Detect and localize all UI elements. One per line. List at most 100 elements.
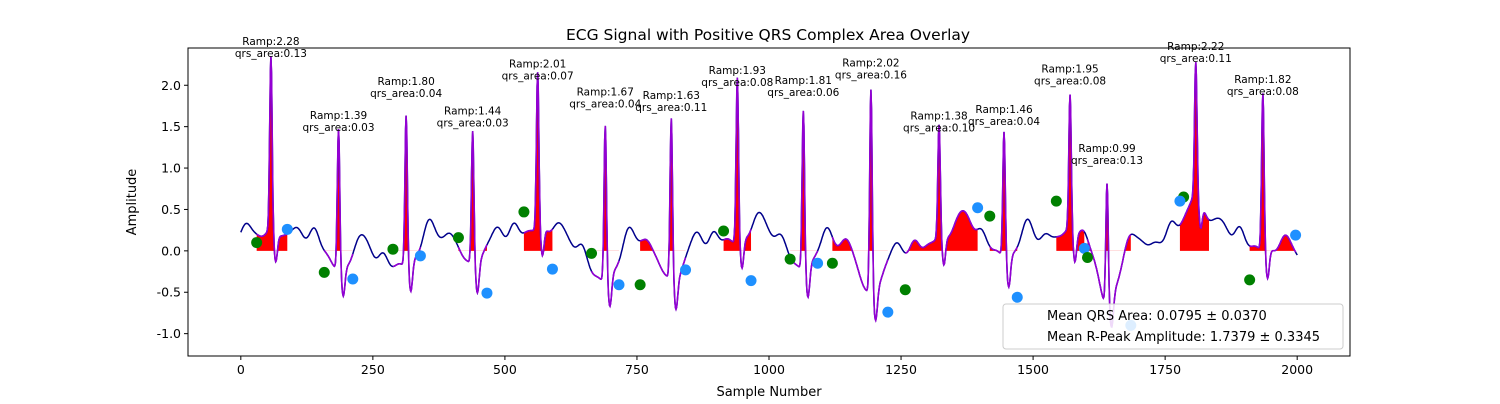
y-axis: -1.0 -0.5 0.0 0.5 1.0 1.5 2.0 xyxy=(157,78,188,341)
qrs-area-fill xyxy=(1056,94,1085,251)
r-amp-label: Ramp:2.22 xyxy=(1167,41,1224,53)
qrs-area-label: qrs_area:0.08 xyxy=(1034,75,1106,87)
qrs-area-fill xyxy=(723,77,752,251)
r-amp-label: Ramp:1.81 xyxy=(775,75,832,87)
qrs-area-label: qrs_area:0.04 xyxy=(370,88,442,100)
qrs-signal-segment xyxy=(989,131,1018,290)
qrs-area-fill xyxy=(905,124,978,251)
qrs-onset-marker xyxy=(318,266,330,278)
qrs-area-label: qrs_area:0.06 xyxy=(767,87,839,99)
qrs-onset-marker xyxy=(718,225,730,237)
qrs-onset-marker xyxy=(387,243,399,255)
x-tick-label: 1250 xyxy=(885,362,917,377)
y-tick-label: -1.0 xyxy=(157,326,181,341)
qrs-area-label: qrs_area:0.11 xyxy=(635,102,707,114)
chart-title: ECG Signal with Positive QRS Complex Are… xyxy=(566,26,970,44)
qrs-signal-segment xyxy=(323,129,354,299)
qrs-offset-marker xyxy=(1290,229,1302,241)
qrs-area-fill xyxy=(989,131,1018,251)
legend-entry-qrs-area: Mean QRS Area: 0.0795 ± 0.0370 xyxy=(1047,309,1267,324)
r-amp-label: Ramp:1.63 xyxy=(643,90,700,102)
qrs-area-label: qrs_area:0.11 xyxy=(1160,53,1232,65)
qrs-signal-segment xyxy=(789,110,819,300)
r-amp-label: Ramp:1.38 xyxy=(910,111,967,123)
y-tick-label: 1.0 xyxy=(161,161,181,176)
qrs-onset-marker xyxy=(984,210,996,222)
legend: Mean QRS Area: 0.0795 ± 0.0370 Mean R-Pe… xyxy=(1002,303,1344,350)
qrs-onset-marker xyxy=(826,257,838,269)
qrs-area-fill xyxy=(324,129,353,251)
qrs-offset-marker xyxy=(414,250,426,262)
y-axis-label: Amplitude xyxy=(125,169,140,236)
r-amp-label: Ramp:0.99 xyxy=(1078,143,1135,155)
qrs-area-fill xyxy=(458,131,487,251)
x-tick-label: 2000 xyxy=(1281,362,1313,377)
qrs-onset-marker xyxy=(452,232,464,244)
annotations: Ramp:2.28qrs_area:0.13Ramp:1.39qrs_area:… xyxy=(235,36,1299,167)
qrs-area-label: qrs_area:0.10 xyxy=(903,123,975,135)
qrs-signal-segment xyxy=(1249,93,1297,281)
qrs-area-label: qrs_area:0.03 xyxy=(303,122,375,134)
qrs-area-label: qrs_area:0.03 xyxy=(437,118,509,130)
qrs-offset-marker xyxy=(1174,195,1186,207)
qrs-onset-marker xyxy=(1050,195,1062,207)
qrs-onset-marker xyxy=(251,237,263,249)
plot-area xyxy=(240,56,1302,331)
x-tick-label: 750 xyxy=(625,362,649,377)
qrs-signal-segment xyxy=(256,56,288,264)
qrs-onset-marker xyxy=(784,253,796,265)
qrs-area-label: qrs_area:0.13 xyxy=(235,48,307,60)
qrs-signal-segment xyxy=(590,125,620,309)
x-tick-label: 250 xyxy=(361,362,385,377)
y-tick-label: -0.5 xyxy=(157,285,181,300)
qrs-onset-marker xyxy=(1081,251,1093,263)
x-tick-label: 1000 xyxy=(753,362,785,377)
qrs-offset-marker xyxy=(347,273,359,285)
y-tick-label: 2.0 xyxy=(161,78,181,93)
qrs-offset-marker xyxy=(613,279,625,291)
x-tick-label: 0 xyxy=(237,362,245,377)
qrs-onset-marker xyxy=(634,279,646,291)
qrs-area-label: qrs_area:0.08 xyxy=(1227,86,1299,98)
qrs-area-label: qrs_area:0.16 xyxy=(835,70,907,82)
x-tick-label: 1750 xyxy=(1149,362,1181,377)
x-axis: 0 250 500 750 1000 1250 1500 1750 2000 xyxy=(237,356,1313,377)
qrs-onset-marker xyxy=(586,247,598,259)
y-tick-label: 0.5 xyxy=(161,202,181,217)
qrs-onset-marker xyxy=(1244,274,1256,286)
qrs-signal-segment xyxy=(1086,183,1132,329)
r-amp-label: Ramp:2.28 xyxy=(242,36,299,48)
qrs-area-label: qrs_area:0.07 xyxy=(502,70,574,82)
qrs-signal-segment xyxy=(1179,62,1210,229)
y-tick-label: 1.5 xyxy=(161,119,181,134)
qrs-area-label: qrs_area:0.04 xyxy=(968,116,1040,128)
y-tick-label: 0.0 xyxy=(161,243,181,258)
qrs-onset-marker xyxy=(518,206,530,218)
r-amp-label: Ramp:1.95 xyxy=(1041,63,1098,75)
qrs-signal-segment xyxy=(639,118,687,312)
qrs-signal-segment xyxy=(523,72,554,258)
qrs-offset-marker xyxy=(812,257,824,269)
qrs-onset-marker xyxy=(899,284,911,296)
qrs-offset-marker xyxy=(546,263,558,275)
qrs-area-label: qrs_area:0.04 xyxy=(569,99,641,111)
qrs-area-fill xyxy=(523,72,553,251)
qrs-signal-segment xyxy=(457,131,488,296)
qrs-offset-marker xyxy=(745,275,757,287)
r-amp-label: Ramp:1.46 xyxy=(975,104,1033,116)
qrs-offset-marker xyxy=(1078,242,1090,254)
x-tick-label: 500 xyxy=(493,362,517,377)
r-amp-label: Ramp:2.01 xyxy=(509,58,566,70)
qrs-area-fill xyxy=(591,125,619,251)
qrs-signal-segment xyxy=(905,124,978,267)
qrs-offset-marker xyxy=(1011,291,1023,303)
qrs-offset-marker xyxy=(281,223,293,235)
r-amp-label: Ramp:1.44 xyxy=(444,106,502,118)
legend-box xyxy=(1002,303,1344,350)
r-amp-label: Ramp:1.80 xyxy=(377,76,434,88)
qrs-signal-segment xyxy=(1056,94,1085,265)
r-amp-label: Ramp:1.82 xyxy=(1234,74,1291,86)
qrs-offset-marker xyxy=(680,264,692,276)
